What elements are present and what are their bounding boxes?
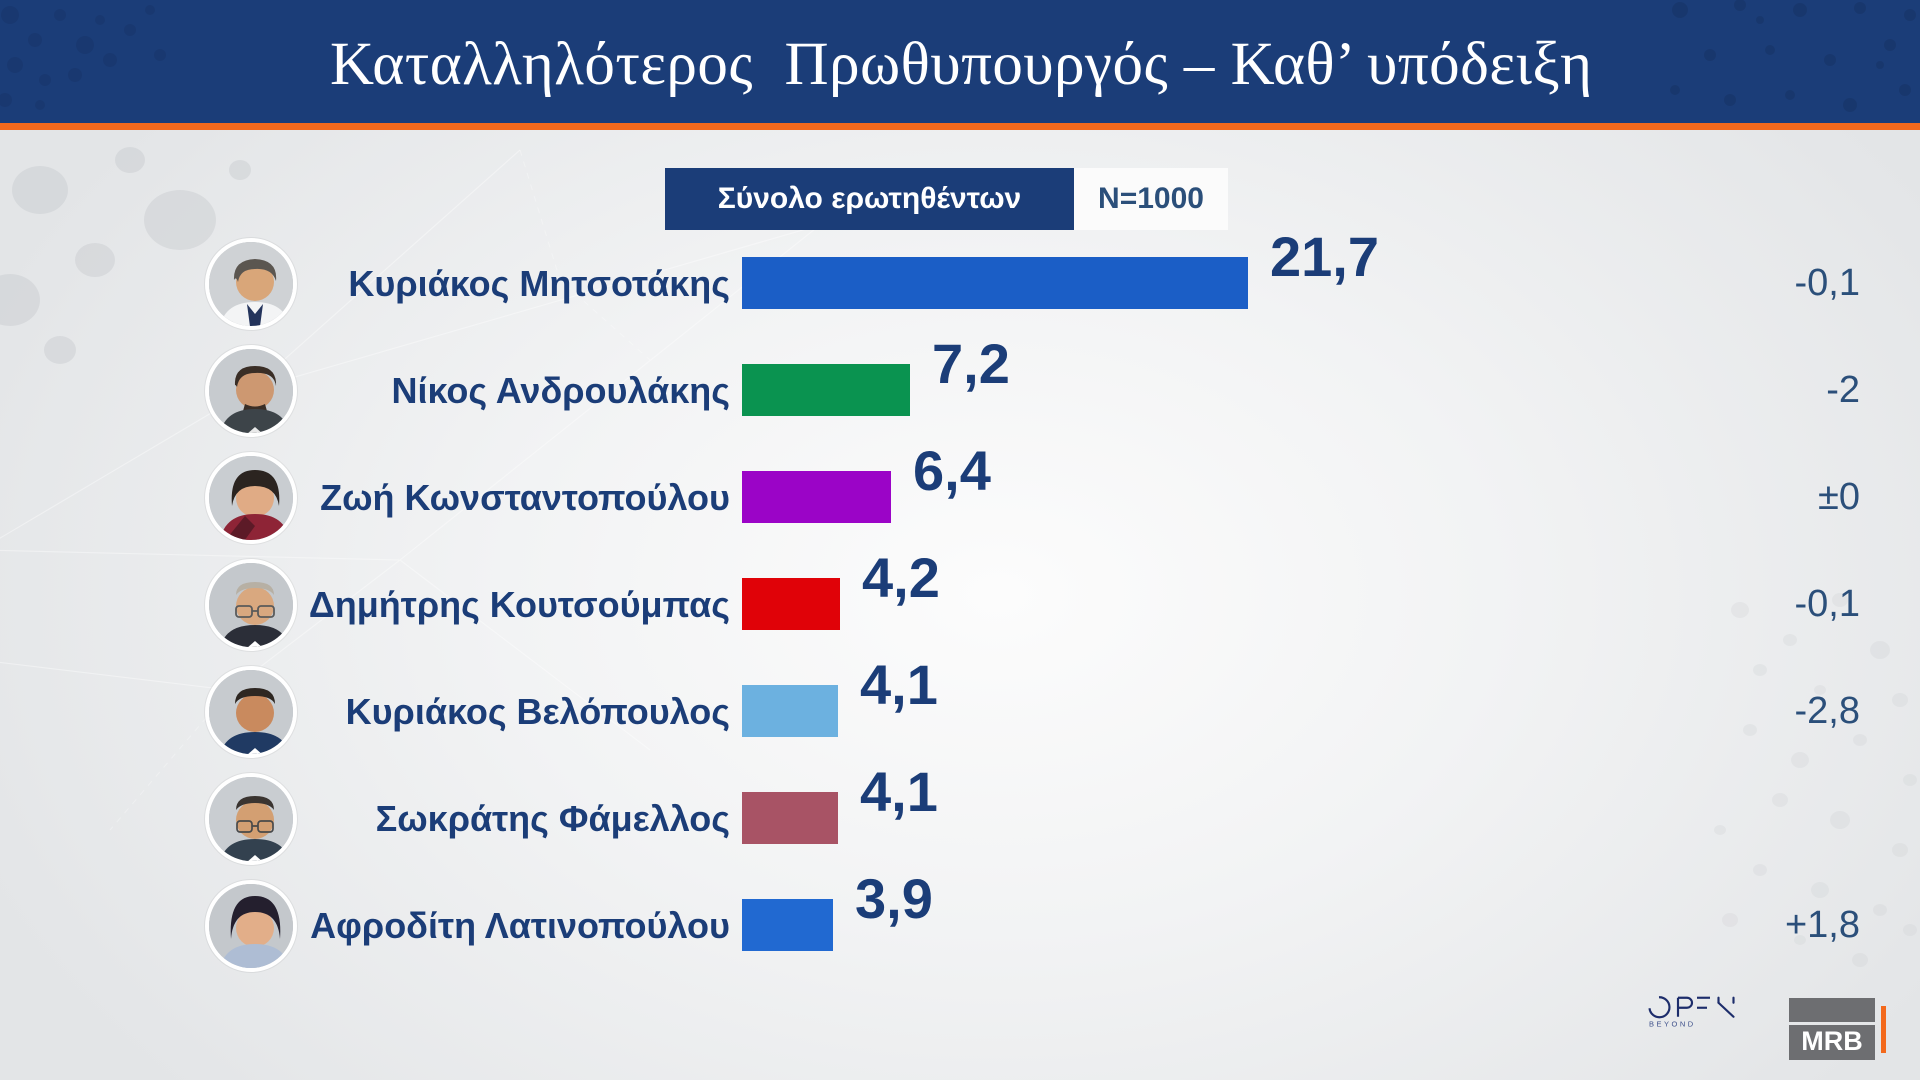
svg-text:MRB: MRB (1801, 1026, 1863, 1056)
svg-text:BEYOND: BEYOND (1649, 1019, 1696, 1028)
